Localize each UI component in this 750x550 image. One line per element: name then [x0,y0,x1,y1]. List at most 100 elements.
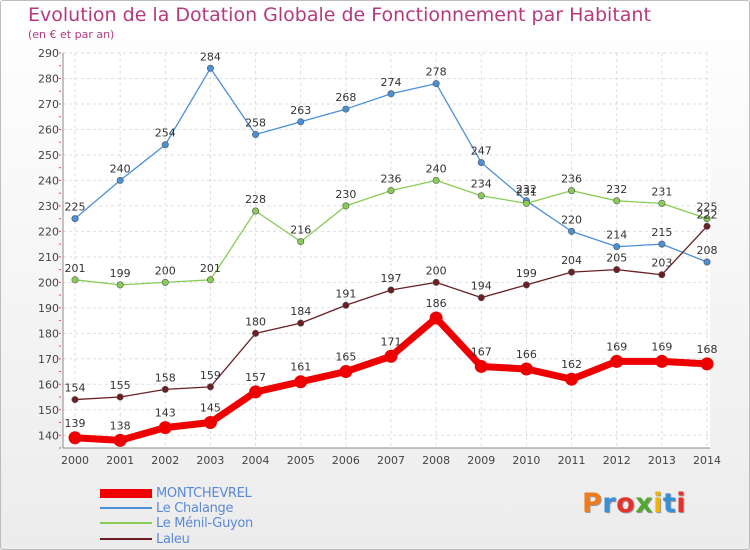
data-point-le-menil-guyon [116,281,124,289]
y-tick-label: 290 [38,47,59,60]
plot-area [63,53,710,448]
y-tick-label: 150 [38,404,59,417]
data-point-montchevrel [113,433,127,447]
chart-title: Evolution de la Dotation Globale de Fonc… [28,4,651,26]
data-point-laleu [432,278,440,286]
legend-item-le-chalange: Le Chalange [100,500,234,516]
data-point-montchevrel [429,311,443,325]
legend-label: Le Chalange [156,500,234,516]
data-point-le-chalange [568,227,576,235]
x-tick-label: 2005 [287,454,315,467]
data-label-montchevrel: 139 [65,417,86,430]
legend-label: Le Ménil-Guyon [156,515,253,531]
data-point-le-chalange [116,176,124,184]
x-tick-label: 2000 [61,454,89,467]
data-label-le-menil-guyon: 236 [561,173,582,186]
y-tick-label: 270 [38,98,59,111]
data-label-le-chalange: 254 [155,127,176,140]
legend-swatch [100,507,152,509]
data-label-le-menil-guyon: 199 [110,267,131,280]
data-point-laleu [252,329,260,337]
data-point-le-menil-guyon [342,202,350,210]
y-tick-label: 190 [38,302,59,315]
data-label-montchevrel: 165 [335,351,356,364]
data-point-laleu [161,385,169,393]
data-label-laleu: 191 [335,287,356,300]
data-point-le-chalange [252,131,260,139]
data-point-le-menil-guyon [658,199,666,207]
data-point-montchevrel [339,365,353,379]
data-point-montchevrel [474,359,488,373]
data-label-le-menil-guyon: 240 [426,162,447,175]
data-label-montchevrel: 162 [561,358,582,371]
y-tick-label: 250 [38,149,59,162]
legend-item-montchevrel: MONTCHEVREL [100,485,252,501]
data-label-laleu: 180 [245,315,266,328]
logo-letter: o [616,488,636,519]
data-point-laleu [342,301,350,309]
y-tick-label: 200 [38,276,59,289]
data-point-le-chalange [432,80,440,88]
x-tick-label: 2008 [422,454,450,467]
data-label-montchevrel: 169 [651,340,672,353]
data-point-montchevrel [565,372,579,386]
data-point-montchevrel [700,357,714,371]
data-label-laleu: 204 [561,254,582,267]
y-tick-label: 220 [38,225,59,238]
y-tick-label: 230 [38,200,59,213]
data-point-montchevrel [519,362,533,376]
legend-item-laleu: Laleu [100,531,190,547]
data-point-le-chalange [297,118,305,126]
x-tick-label: 2014 [693,454,721,467]
data-label-le-chalange: 220 [561,213,582,226]
logo-letter: t [662,488,677,519]
data-label-laleu: 200 [426,264,447,277]
y-tick-label: 160 [38,378,59,391]
legend-swatch [100,538,152,540]
data-label-le-menil-guyon: 231 [516,185,537,198]
data-label-le-chalange: 258 [245,117,266,130]
data-label-le-menil-guyon: 231 [651,185,672,198]
data-point-laleu [477,294,485,302]
data-point-le-menil-guyon [206,276,214,284]
y-tick-label: 170 [38,353,59,366]
x-tick-label: 2006 [332,454,360,467]
y-tick-label: 180 [38,327,59,340]
x-tick-label: 2011 [558,454,586,467]
data-point-montchevrel [68,431,82,445]
data-point-le-chalange [703,258,711,266]
data-point-le-menil-guyon [387,187,395,195]
data-label-le-chalange: 214 [606,229,627,242]
data-labels: 225 240 254 284 258 263 268 274 278 247 232 220 214 2… [65,50,718,432]
data-label-laleu: 154 [65,382,86,395]
data-label-le-chalange: 263 [290,104,311,117]
legend-swatch [100,488,152,498]
data-point-montchevrel [294,375,308,389]
data-label-le-chalange: 240 [110,162,131,175]
data-point-le-chalange [206,64,214,72]
data-point-laleu [522,281,530,289]
x-tick-label: 2009 [467,454,495,467]
data-label-le-menil-guyon: 216 [290,224,311,237]
data-point-le-chalange [161,141,169,149]
data-label-le-chalange: 247 [471,145,492,158]
data-point-le-chalange [477,159,485,167]
data-point-le-menil-guyon [161,278,169,286]
data-point-le-menil-guyon [432,176,440,184]
data-label-laleu: 184 [290,305,311,318]
data-point-montchevrel [655,354,669,368]
x-tick-label: 2004 [242,454,270,467]
data-label-le-menil-guyon: 234 [471,178,492,191]
data-label-montchevrel: 169 [606,340,627,353]
data-point-laleu [613,266,621,274]
data-label-montchevrel: 138 [110,419,131,432]
data-label-laleu: 203 [651,257,672,270]
data-point-laleu [658,271,666,279]
data-label-le-chalange: 232 [516,183,537,196]
data-point-montchevrel [158,421,172,435]
logo-letter: x [635,488,654,519]
chart-subtitle: (en € et par an) [28,28,115,41]
data-point-le-chalange [71,215,79,223]
data-point-le-menil-guyon [613,197,621,205]
